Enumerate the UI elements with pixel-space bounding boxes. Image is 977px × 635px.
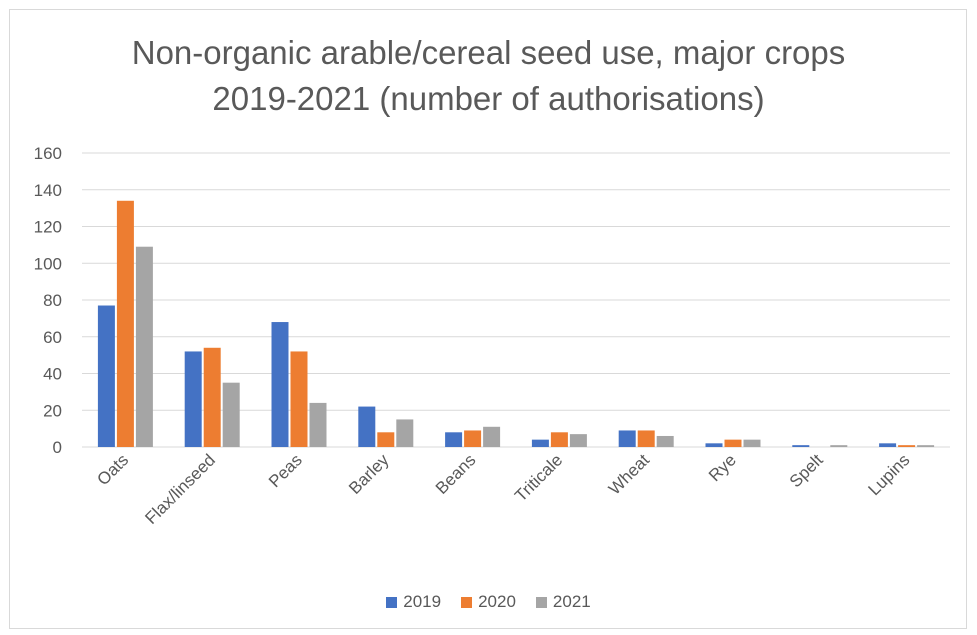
legend-swatch xyxy=(386,596,398,608)
bar-2021-wheat xyxy=(656,435,674,447)
y-tick-label: 140 xyxy=(34,181,62,200)
bar-2020-barley xyxy=(377,432,395,447)
bar-2021-lupins xyxy=(917,445,935,447)
x-category-label: Wheat xyxy=(605,450,653,498)
bar-2021-oats xyxy=(135,246,153,447)
chart-title-line-1: Non-organic arable/cereal seed use, majo… xyxy=(131,34,846,71)
x-category-label: Flax/linseed xyxy=(141,450,219,528)
legend-item: 2021 xyxy=(535,592,591,612)
bar-2019-lupins xyxy=(879,443,897,447)
bar-2019-oats xyxy=(97,305,115,447)
bar-2021-flax-linseed xyxy=(222,382,240,447)
bar-2021-beans xyxy=(483,426,501,447)
bar-2020-lupins xyxy=(898,445,916,447)
chart-frame xyxy=(9,9,967,629)
x-category-label: Lupins xyxy=(865,450,914,499)
y-tick-label: 40 xyxy=(43,365,62,384)
x-category-label: Spelt xyxy=(786,450,827,491)
bar-2019-rye xyxy=(705,443,723,447)
legend-label: 2021 xyxy=(552,592,591,611)
bar-2021-rye xyxy=(743,439,761,447)
bar-2019-spelt xyxy=(792,445,810,447)
bar-2021-peas xyxy=(309,402,327,447)
chart-title: Non-organic arable/cereal seed use, majo… xyxy=(0,30,977,122)
bar-2021-triticale xyxy=(569,434,587,447)
y-tick-label: 80 xyxy=(43,291,62,310)
bar-2019-beans xyxy=(445,432,463,447)
bar-2019-flax-linseed xyxy=(184,351,202,447)
x-category-label: Beans xyxy=(432,450,480,498)
bar-2020-wheat xyxy=(637,430,655,447)
bar-2021-spelt xyxy=(830,445,848,447)
x-category-label: Peas xyxy=(265,450,306,491)
bar-2020-beans xyxy=(464,430,482,447)
legend-item: 2020 xyxy=(461,592,516,612)
y-tick-label: 60 xyxy=(43,328,62,347)
x-category-label: Rye xyxy=(705,450,740,485)
chart-legend: 2019 2020 2021 xyxy=(0,592,977,612)
bar-2019-barley xyxy=(358,406,376,447)
y-tick-label: 100 xyxy=(34,254,62,273)
bar-2020-flax-linseed xyxy=(203,347,221,447)
legend-item: 2019 xyxy=(386,592,441,612)
legend-label: 2019 xyxy=(403,592,442,611)
bar-2020-peas xyxy=(290,351,308,447)
y-tick-label: 160 xyxy=(34,144,62,163)
y-tick-label: 120 xyxy=(34,218,62,237)
bar-2019-triticale xyxy=(531,439,549,447)
bar-2020-triticale xyxy=(550,432,568,447)
x-category-label: Triticale xyxy=(511,450,566,505)
x-category-label: Barley xyxy=(345,450,393,498)
bar-2020-rye xyxy=(724,439,742,447)
bar-2021-barley xyxy=(396,419,414,447)
legend-label: 2020 xyxy=(478,592,516,611)
legend-swatch xyxy=(535,596,547,608)
x-category-label: Oats xyxy=(93,450,132,489)
legend-swatch xyxy=(461,596,473,608)
chart-title-line-2: 2019-2021 (number of authorisations) xyxy=(212,80,765,117)
y-tick-label: 0 xyxy=(53,438,62,457)
y-tick-label: 20 xyxy=(43,401,62,420)
bar-2019-peas xyxy=(271,322,289,447)
bar-2019-wheat xyxy=(618,430,636,447)
bar-2020-oats xyxy=(116,200,134,447)
